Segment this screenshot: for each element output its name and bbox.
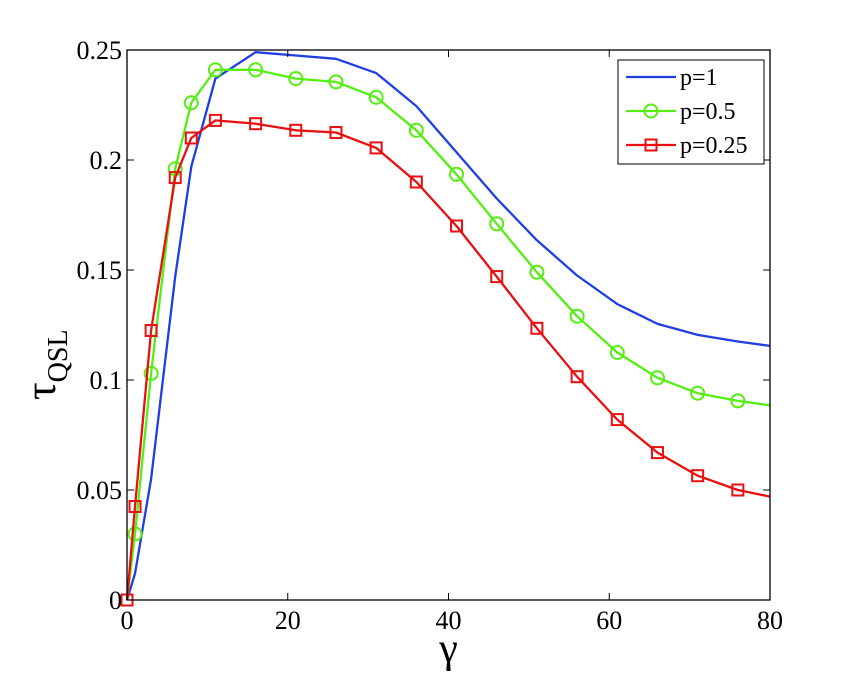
series-line xyxy=(125,119,771,601)
data-point xyxy=(127,526,143,542)
data-point xyxy=(650,446,664,460)
data-point xyxy=(569,308,585,324)
data-point xyxy=(449,166,465,182)
data-point xyxy=(731,483,745,497)
legend-entry-p=1: p=1 xyxy=(626,65,718,91)
data-point xyxy=(530,321,544,335)
y-axis-label-main: τ xyxy=(16,382,65,400)
data-point xyxy=(143,365,159,381)
legend-label: p=0.25 xyxy=(680,133,748,159)
data-point xyxy=(208,113,222,127)
y-tick-label: 0.05 xyxy=(77,476,123,505)
series-line xyxy=(125,51,771,601)
data-point xyxy=(289,123,303,137)
legend-entry-p=0.25: p=0.25 xyxy=(626,133,748,159)
y-axis-label: τQSL xyxy=(16,329,74,400)
data-point xyxy=(288,71,304,87)
data-point xyxy=(184,131,198,145)
series-layer xyxy=(120,51,771,607)
data-point xyxy=(610,413,624,427)
data-point xyxy=(408,122,424,138)
y-tick-label: 0.1 xyxy=(90,366,123,395)
data-point xyxy=(690,385,706,401)
data-point xyxy=(609,345,625,360)
data-point xyxy=(249,117,263,131)
data-point xyxy=(649,370,665,386)
x-tick-label: 60 xyxy=(596,606,622,635)
legend-entry-p=0.5: p=0.5 xyxy=(626,99,736,125)
x-tick-label: 20 xyxy=(275,606,301,635)
data-point xyxy=(207,62,223,78)
legend: p=1 p=0.5 p=0.25 xyxy=(617,59,765,165)
tick-layer: 0 20 40 60 80 0 0.05 0.1 0.15 0.2 0.25 xyxy=(77,36,784,635)
y-tick-label: 0.15 xyxy=(77,256,123,285)
series-line xyxy=(125,68,771,601)
data-point xyxy=(730,393,746,409)
legend-label: p=1 xyxy=(680,65,718,91)
data-point xyxy=(144,324,158,337)
legend-label: p=0.5 xyxy=(680,99,736,125)
data-point xyxy=(489,216,505,232)
series-p=1 xyxy=(125,51,771,601)
data-point xyxy=(183,95,199,111)
data-point xyxy=(368,89,384,105)
y-tick-label: 0.2 xyxy=(90,146,123,175)
y-axis-label-subscript: QSL xyxy=(43,329,74,382)
data-point xyxy=(691,469,705,483)
data-point xyxy=(529,264,545,280)
legend-marker xyxy=(644,138,658,152)
legend-marker xyxy=(643,103,659,119)
data-point xyxy=(369,141,383,155)
x-tick-label: 40 xyxy=(436,606,462,635)
series-p=0.5 xyxy=(125,62,771,601)
x-tick-label: 0 xyxy=(121,606,134,635)
y-tick-label: 0.25 xyxy=(77,36,123,65)
data-point xyxy=(450,219,464,233)
data-point xyxy=(168,171,182,185)
series-p=0.25 xyxy=(120,113,771,607)
data-point xyxy=(570,370,584,384)
y-tick-label: 0 xyxy=(109,586,122,615)
data-point xyxy=(329,126,343,139)
data-point xyxy=(248,62,264,78)
data-point xyxy=(128,500,142,513)
x-tick-label: 80 xyxy=(757,606,783,635)
data-point xyxy=(328,74,344,90)
x-axis-label: γ xyxy=(438,626,458,672)
data-point xyxy=(409,175,423,189)
data-point xyxy=(490,270,504,284)
